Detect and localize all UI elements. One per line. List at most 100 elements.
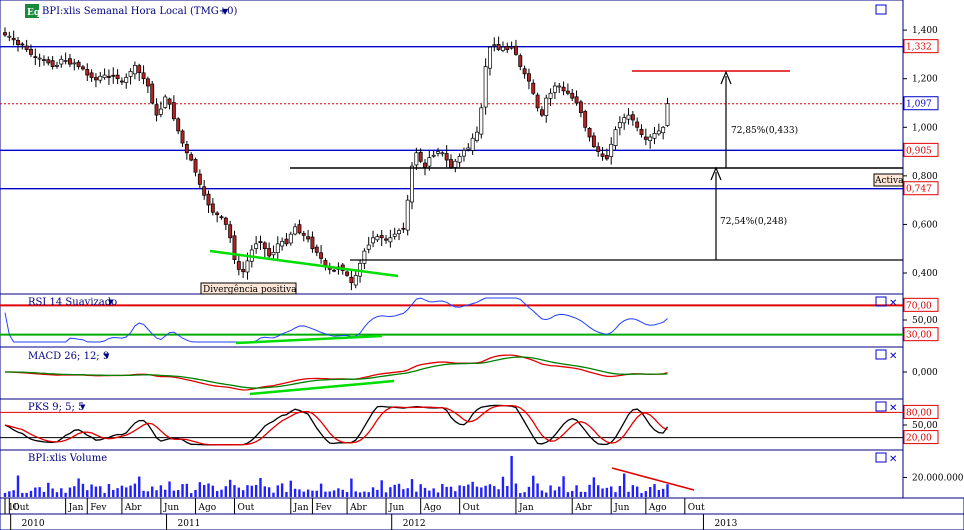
month-label: Abr	[574, 503, 592, 513]
chevron-down-icon[interactable]: ▼	[222, 7, 229, 16]
candle-body	[513, 45, 518, 55]
candle-body	[345, 271, 350, 276]
volume-bar	[55, 492, 59, 497]
volume-bar	[120, 485, 124, 497]
candle-body	[297, 224, 302, 234]
volume-bar	[523, 492, 526, 497]
volume-bar	[571, 491, 574, 497]
volume-bar	[614, 492, 617, 497]
month-label: Out	[12, 503, 29, 513]
volume-bar	[579, 491, 583, 497]
volume-bar	[77, 478, 80, 497]
candle-body	[362, 250, 367, 264]
price-layer: 1,332 0,905 0,747 1,097 1,400 1,200 1,000 0,800…	[0, 26, 939, 291]
chevron-down-icon[interactable]: ▼	[80, 403, 86, 411]
volume-bar	[510, 455, 513, 497]
volume-bar	[640, 493, 643, 497]
close-icon[interactable]: ✕	[889, 454, 897, 465]
candle-body	[33, 56, 38, 58]
candle-body	[20, 43, 25, 46]
maximize-icon[interactable]	[875, 4, 887, 15]
close-icon[interactable]: ✕	[889, 403, 897, 414]
candle-body	[3, 32, 7, 36]
volume-bar	[47, 482, 50, 497]
close-icon[interactable]: ✕	[889, 351, 897, 362]
pks-title-group[interactable]: PKS 9; 5; 5 ▼	[28, 402, 86, 413]
volume-bar	[648, 487, 652, 497]
month-label: Ago	[648, 503, 667, 513]
candle-body	[93, 77, 98, 81]
volume-title-group[interactable]: BPI:xlis Volume	[28, 453, 107, 464]
volume-bar	[471, 481, 474, 497]
volume-bar	[202, 484, 206, 497]
candle-body	[210, 203, 215, 213]
volume-bar	[488, 484, 492, 497]
volume-bar	[384, 492, 388, 497]
volume-bar	[635, 486, 639, 497]
volume-bar	[285, 491, 288, 497]
rsi-title-group[interactable]: RSI 14 Suavizado ▼	[28, 297, 117, 308]
volume-bar	[380, 480, 383, 497]
candle-body	[16, 39, 20, 46]
chevron-down-icon[interactable]: ▼	[104, 352, 110, 360]
volume-bar	[211, 485, 215, 497]
candle-body	[565, 90, 570, 94]
candle-body	[639, 128, 644, 135]
volume-bar	[527, 486, 531, 497]
chevron-down-icon[interactable]: ▼	[108, 298, 114, 306]
volume-bar	[324, 491, 327, 497]
candle-body	[115, 74, 120, 80]
arrow-head	[710, 166, 722, 181]
candle-body	[319, 252, 324, 259]
macd-title-group[interactable]: MACD 26; 12; 9 ▼	[28, 351, 110, 362]
volume-bar	[315, 490, 318, 497]
candle-body	[241, 269, 246, 273]
year-label: 2013	[714, 519, 737, 529]
candle-body	[656, 130, 661, 135]
month-label: Jun	[163, 503, 179, 513]
candle-body	[661, 126, 666, 134]
rsi-divergence-line	[235, 334, 383, 345]
candle-body	[557, 85, 562, 88]
candle-body	[306, 236, 311, 240]
level-label-box	[903, 181, 939, 196]
divergence-trendline	[209, 249, 399, 278]
candle-body	[141, 72, 146, 80]
candle-body	[215, 212, 220, 216]
candle-body	[643, 136, 648, 140]
maximize-icon[interactable]	[875, 349, 887, 360]
volume-bar	[540, 490, 544, 497]
volume-bar	[159, 485, 163, 497]
candle-body	[167, 98, 172, 105]
candle-body	[72, 62, 77, 65]
volume-bar	[220, 489, 223, 497]
maximize-icon[interactable]	[875, 401, 887, 412]
maximize-icon[interactable]	[875, 296, 887, 307]
volume-panel-title: BPI:xlis Volume	[28, 453, 107, 464]
volume-bar	[116, 488, 119, 497]
candle-body	[180, 130, 185, 144]
volume-bar	[592, 477, 596, 497]
month-label: Abr	[124, 503, 142, 513]
candle-body	[548, 92, 553, 99]
price-title-group[interactable]: Eq BPI:xlis Semanal Hora Local (TMG+0) ▼	[25, 4, 238, 18]
level-label: 0,747	[906, 185, 932, 195]
close-icon[interactable]: ✕	[889, 298, 897, 309]
rsi-level-label: 30,00	[906, 331, 932, 341]
candle-body	[29, 48, 33, 55]
level-label: 1,332	[906, 43, 932, 53]
rsi-level-label: 70,00	[906, 301, 932, 311]
maximize-icon[interactable]	[875, 452, 887, 463]
volume-bar	[125, 487, 128, 497]
candle-body	[37, 57, 42, 60]
volume-bar	[172, 490, 176, 497]
candle-body	[323, 260, 328, 267]
volume-bar	[389, 487, 392, 497]
volume-bar	[406, 488, 409, 497]
pks-panel-title: PKS 9; 5; 5	[28, 402, 84, 413]
month-label: Fev	[90, 503, 107, 513]
level-label-box	[903, 39, 939, 54]
volume-bar	[575, 485, 578, 497]
month-label: Abr	[349, 503, 367, 513]
candle-body	[483, 66, 488, 108]
